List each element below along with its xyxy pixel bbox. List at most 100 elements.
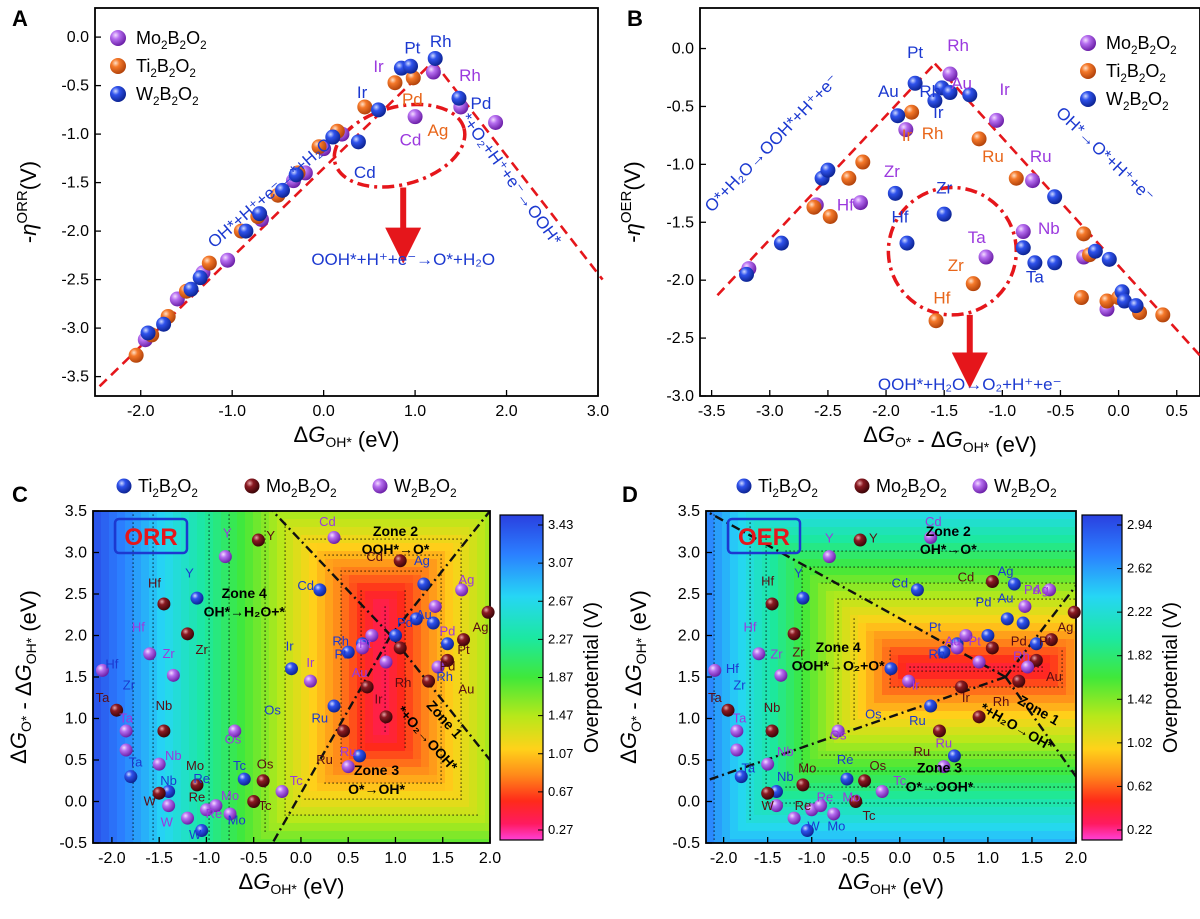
heatmap-cell — [978, 839, 987, 843]
heatmap-cell — [445, 519, 454, 528]
heatmap-cell — [485, 823, 490, 832]
heatmap-cell — [341, 575, 350, 584]
heatmap-cell — [349, 807, 358, 816]
heatmap-cell — [365, 791, 374, 800]
heatmap-cell — [269, 807, 278, 816]
contour-dot — [264, 582, 266, 584]
heatmap-cell — [461, 687, 470, 696]
contour-dot — [208, 702, 210, 704]
contour-dot — [264, 754, 266, 756]
heatmap-cell — [730, 695, 739, 704]
heatmap-cell — [706, 695, 715, 704]
heatmap-cell — [365, 599, 374, 608]
contour-dot — [460, 762, 462, 764]
contour-dot — [440, 730, 442, 732]
contour-dot — [460, 750, 462, 752]
y-tick-label: -2.0 — [61, 223, 89, 240]
heatmap-cell — [706, 759, 715, 768]
heatmap-cell — [325, 679, 334, 688]
heatmap-cell — [229, 623, 238, 632]
contour-dot — [284, 738, 286, 740]
heatmap-cell — [429, 687, 438, 696]
contour-dot — [404, 734, 406, 736]
heatmap-cell — [754, 599, 763, 608]
heatmap-cell — [874, 615, 883, 624]
contour-dot — [152, 662, 154, 664]
heatmap-cell — [389, 607, 398, 616]
contour-dot — [228, 746, 230, 748]
contour-dot — [340, 742, 342, 744]
heatmap-cell — [706, 767, 715, 776]
contour-dot — [360, 698, 362, 700]
heatmap-cell — [229, 615, 238, 624]
contour-dot — [132, 694, 134, 696]
heatmap-cell — [738, 607, 747, 616]
heatmap-cell — [221, 719, 230, 728]
heatmap-cell — [786, 679, 795, 688]
heatmap-cell — [301, 735, 310, 744]
heatmap-cell — [970, 639, 979, 648]
heatmap-cell — [341, 743, 350, 752]
heatmap-cell — [946, 599, 955, 608]
heatmap-cell — [485, 719, 490, 728]
data-point-w — [327, 531, 341, 545]
heatmap-cell — [325, 647, 334, 656]
heatmap-cell — [381, 559, 390, 568]
contour-dot — [152, 718, 154, 720]
heatmap-cell — [405, 759, 414, 768]
heatmap-cell — [181, 575, 190, 584]
heatmap-cell — [453, 759, 462, 768]
heatmap-cell — [269, 711, 278, 720]
heatmap-cell — [365, 831, 374, 840]
heatmap-cell — [485, 711, 490, 720]
contour-dot — [228, 654, 230, 656]
heatmap-cell — [317, 775, 326, 784]
heatmap-cell — [842, 583, 851, 592]
heatmap-cell — [778, 831, 787, 840]
heatmap-cell — [477, 807, 486, 816]
contour-dot — [208, 802, 210, 804]
legend-marker-mo — [110, 30, 126, 46]
y-tick-label: 1.5 — [65, 669, 87, 686]
heatmap-cell — [477, 759, 486, 768]
heatmap-cell — [125, 783, 134, 792]
element-label: Au — [878, 82, 899, 101]
heatmap-cell — [986, 623, 995, 632]
heatmap-cell — [389, 815, 398, 824]
heatmap-cell — [946, 839, 955, 843]
heatmap-cell — [173, 639, 182, 648]
element-label: Rh — [430, 32, 452, 51]
heatmap-cell — [706, 671, 715, 680]
heatmap-cell — [810, 559, 819, 568]
heatmap-cell — [810, 591, 819, 600]
contour-dot — [228, 778, 230, 780]
heatmap-cell — [946, 807, 955, 816]
heatmap-cell — [786, 839, 795, 843]
contour-dot — [208, 690, 210, 692]
heatmap-cell — [970, 559, 979, 568]
contour-dot — [404, 658, 406, 660]
heatmap-cell — [117, 799, 126, 808]
heatmap-cell — [165, 607, 174, 616]
heatmap-cell — [810, 567, 819, 576]
heatmap-cell — [826, 775, 835, 784]
contour-dot — [228, 626, 230, 628]
heatmap-cell — [461, 679, 470, 688]
heatmap-cell — [341, 711, 350, 720]
heatmap-cell — [810, 543, 819, 552]
contour-dot — [380, 554, 382, 556]
heatmap-cell — [954, 727, 963, 736]
heatmap-cell — [229, 543, 238, 552]
heatmap-cell — [229, 759, 238, 768]
contour-dot — [392, 554, 394, 556]
heatmap-cell — [101, 655, 110, 664]
heatmap-cell — [269, 743, 278, 752]
element-label: Hf — [892, 207, 909, 226]
contour-dot — [284, 554, 286, 556]
contour-dot — [228, 682, 230, 684]
contour-dot — [264, 574, 266, 576]
heatmap-cell — [141, 815, 150, 824]
heatmap-cell — [970, 823, 979, 832]
heatmap-cell — [157, 735, 166, 744]
heatmap-cell — [954, 807, 963, 816]
